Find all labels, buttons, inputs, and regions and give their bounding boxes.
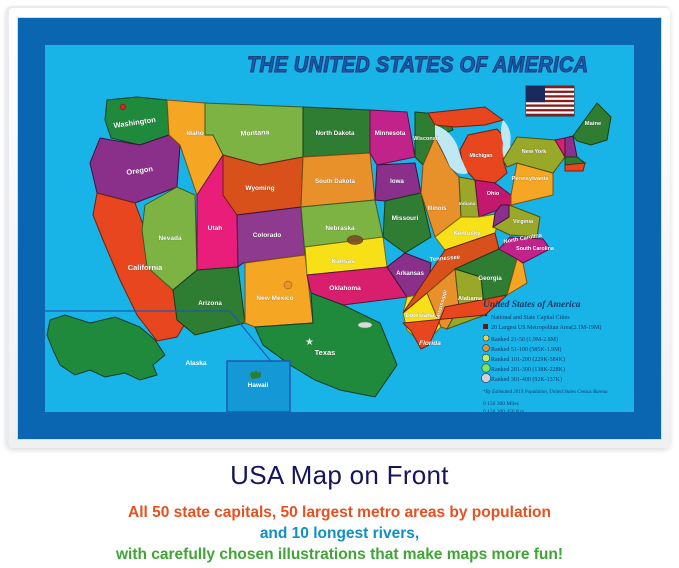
- svg-text:Florida: Florida: [419, 340, 441, 347]
- svg-text:Alabama: Alabama: [458, 296, 483, 302]
- svg-text:Idaho: Idaho: [186, 130, 203, 137]
- svg-text:Ranked 201-300 (138K-228K): Ranked 201-300 (138K-228K): [491, 366, 565, 373]
- svg-text:Pennsylvania: Pennsylvania: [511, 176, 549, 182]
- svg-text:North Dakota: North Dakota: [316, 130, 355, 137]
- svg-text:South Dakota: South Dakota: [315, 178, 355, 185]
- svg-text:Kentucky: Kentucky: [453, 231, 481, 237]
- svg-text:Arkansas: Arkansas: [396, 270, 424, 277]
- svg-text:Maine: Maine: [585, 121, 602, 127]
- svg-text:Texas: Texas: [315, 348, 336, 357]
- svg-text:Hawaii: Hawaii: [248, 382, 269, 389]
- svg-text:California: California: [128, 263, 163, 272]
- svg-text:Arizona: Arizona: [198, 300, 222, 307]
- svg-text:Ranked 301-400 (92K-137K): Ranked 301-400 (92K-137K): [491, 376, 562, 383]
- svg-text:Indiana: Indiana: [459, 201, 476, 207]
- svg-text:Alaska: Alaska: [186, 360, 207, 367]
- svg-text:★: ★: [305, 337, 314, 348]
- svg-text:United States of America: United States of America: [483, 300, 581, 310]
- svg-text:South Carolina: South Carolina: [516, 246, 554, 252]
- svg-text:Wisconsin: Wisconsin: [413, 136, 441, 142]
- svg-text:20 Largest US Metropolitan Are: 20 Largest US Metropolitan Area(2.1M-19M…: [491, 324, 601, 331]
- svg-text:Ranked 21-50 (1.9M-2.8M): Ranked 21-50 (1.9M-2.8M): [491, 336, 558, 343]
- svg-text:0 150 300 Mile: 0 150 300 Miles: [483, 401, 519, 407]
- svg-text:New York: New York: [522, 149, 547, 155]
- svg-text:Wyoming: Wyoming: [245, 185, 274, 192]
- svg-text:Louisiana: Louisiana: [406, 312, 435, 319]
- svg-text:Michigan: Michigan: [470, 153, 493, 159]
- svg-text:Kansas: Kansas: [331, 258, 355, 265]
- svg-text:Nevada: Nevada: [158, 235, 182, 242]
- svg-text:Virginia: Virginia: [513, 219, 534, 225]
- svg-text:Colorado: Colorado: [253, 232, 282, 239]
- svg-text:0 150 300 450 Km: 0 150 300 450 Km: [483, 409, 525, 412]
- svg-text:New Mexico: New Mexico: [256, 295, 293, 302]
- svg-text:*By Estimated 2019 Population,: *By Estimated 2019 Population, United St…: [483, 390, 608, 395]
- svg-text:Ranked 51-100 (585K-1.9M): Ranked 51-100 (585K-1.9M): [491, 346, 562, 353]
- svg-text:Missouri: Missouri: [392, 215, 419, 222]
- svg-text:Ranked 101-200 (229K-584K): Ranked 101-200 (229K-584K): [491, 356, 565, 363]
- svg-text:Iowa: Iowa: [390, 178, 404, 185]
- svg-text:Utah: Utah: [208, 225, 222, 232]
- svg-text:Illinois: Illinois: [427, 206, 447, 212]
- svg-text:Minnesota: Minnesota: [375, 130, 406, 137]
- svg-text:Georgia: Georgia: [478, 275, 502, 282]
- svg-text:Oklahoma: Oklahoma: [329, 285, 361, 292]
- svg-text:Ohio: Ohio: [487, 191, 500, 197]
- svg-text:Nebraska: Nebraska: [325, 225, 355, 232]
- svg-text:National and State Capital Cit: National and State Capital Cities: [491, 315, 570, 321]
